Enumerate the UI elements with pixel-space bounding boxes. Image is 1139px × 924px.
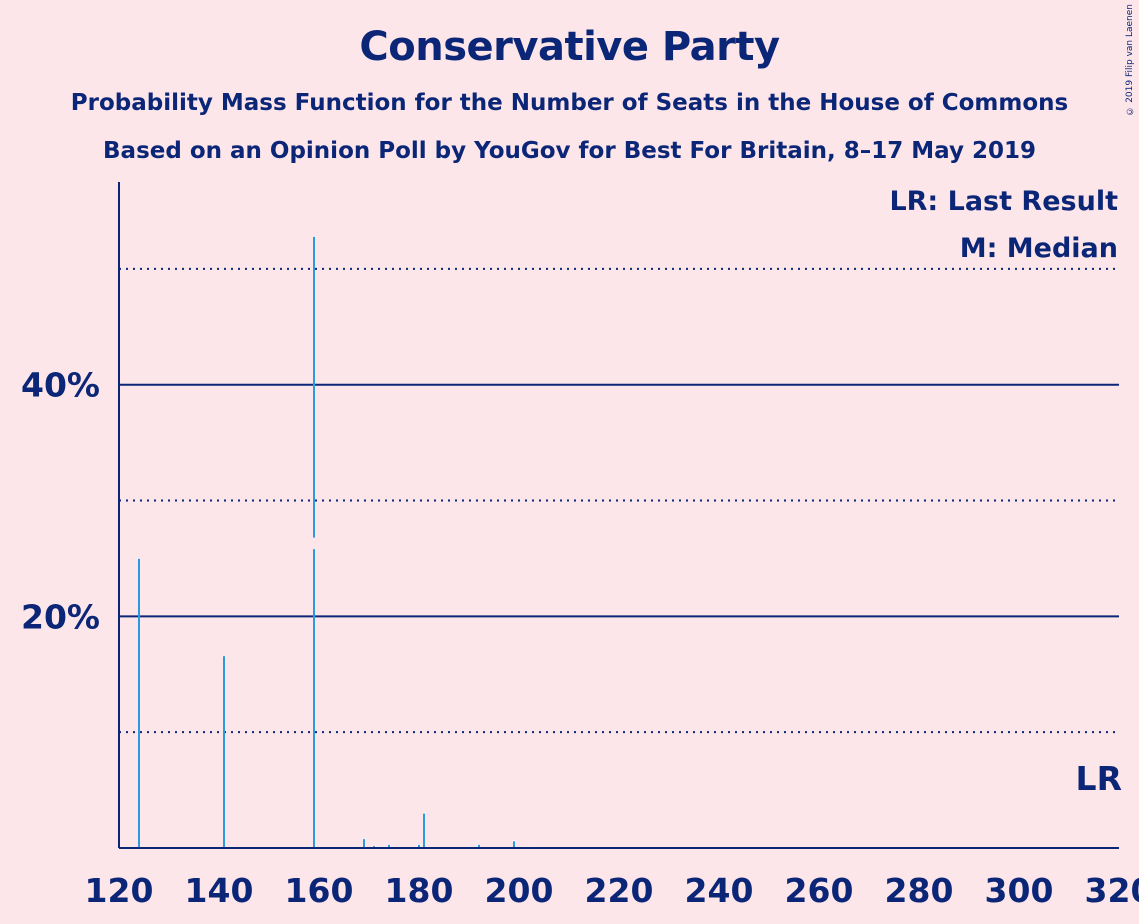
legend-last-result: LR: Last Result (889, 186, 1118, 217)
x-tick-label: 180 (385, 871, 454, 910)
x-tick-label: 140 (185, 871, 254, 910)
gridlines (119, 267, 1119, 734)
x-tick-label: 280 (885, 871, 954, 910)
y-tick-label: 20% (21, 597, 100, 636)
chart-source: Based on an Opinion Poll by YouGov for B… (103, 138, 1036, 164)
x-tick-label: 120 (85, 871, 154, 910)
x-tick-label: 220 (585, 871, 654, 910)
x-tick-label: 200 (485, 871, 554, 910)
y-tick-label: 40% (21, 366, 100, 405)
x-tick-label: 240 (685, 871, 754, 910)
tick-labels: 120 140 160 180 200 220 240 260 280 300 320 20% 40% (21, 366, 1139, 910)
axes (118, 182, 1119, 849)
bars (137, 235, 536, 848)
chart-title: Conservative Party (359, 24, 780, 70)
last-result-marker: LR (1076, 759, 1122, 798)
legend-median: M: Median (960, 233, 1118, 264)
chart-subtitle: Probability Mass Function for the Number… (70, 90, 1069, 116)
x-tick-label: 260 (785, 871, 854, 910)
x-tick-label: 320 (1085, 871, 1139, 910)
x-tick-label: 160 (285, 871, 354, 910)
x-tick-label: 300 (985, 871, 1054, 910)
